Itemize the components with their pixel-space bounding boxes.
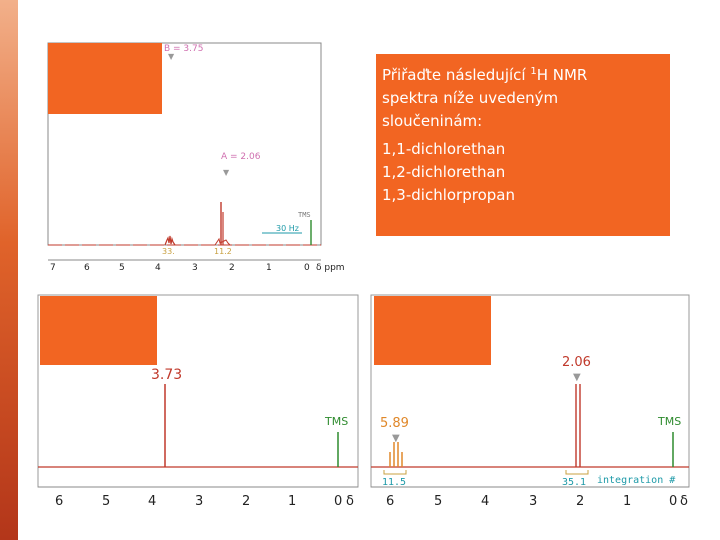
tms-label-br: TMS (657, 415, 681, 428)
int-b: 11.2 (214, 247, 232, 256)
peak-a-label: A = 2.06 (221, 152, 261, 162)
svg-text:0: 0 (669, 494, 677, 509)
cover-box-top (48, 43, 162, 114)
int-br-b: 11.5 (382, 477, 406, 488)
hz-label: 30 Hz (276, 224, 299, 233)
svg-text:▼: ▼ (223, 168, 230, 177)
svg-text:0: 0 (304, 263, 310, 272)
peak-label-br-a: 2.06 (562, 355, 591, 370)
axis-unit: δ ppm (316, 263, 345, 272)
peak-label-bl: 3.73 (151, 367, 182, 383)
tms-label-bl: TMS (324, 415, 348, 428)
svg-text:▼: ▼ (573, 372, 581, 383)
svg-text:4: 4 (481, 494, 489, 509)
svg-text:6: 6 (55, 494, 63, 509)
svg-text:3: 3 (192, 263, 198, 272)
svg-text:3: 3 (529, 494, 537, 509)
cover-box-bl (40, 296, 157, 365)
spectrum-top: B = 3.75 ▼ A = 2.06 ▼ TMS 30 Hz 33. 11.2… (40, 40, 350, 272)
svg-text:1: 1 (288, 494, 296, 509)
cover-box-br (374, 296, 491, 365)
spectrum-top-svg: B = 3.75 ▼ A = 2.06 ▼ TMS 30 Hz 33. 11.2… (47, 42, 345, 272)
axis-unit-br: δ (680, 494, 688, 509)
svg-text:5: 5 (102, 494, 110, 509)
svg-text:1: 1 (623, 494, 631, 509)
peak-b-label: B = 3.75 (164, 44, 203, 54)
svg-text:4: 4 (148, 494, 156, 509)
svg-text:7: 7 (50, 263, 56, 272)
svg-text:▼: ▼ (392, 433, 400, 444)
axis-unit-bl: δ (346, 494, 354, 509)
svg-text:1: 1 (266, 263, 272, 272)
int-br-a: 35.1 (562, 477, 586, 488)
question-text: Přiřaďte následující 1H NMR spektra níže… (382, 66, 588, 130)
svg-text:4: 4 (155, 263, 161, 272)
svg-text:2: 2 (229, 263, 235, 272)
peak-label-br-b: 5.89 (380, 416, 409, 431)
svg-text:2: 2 (576, 494, 584, 509)
compound-3: 1,3-dichlorpropan (382, 186, 515, 204)
svg-text:▼: ▼ (168, 52, 175, 61)
spectrum-br-svg: 2.06 ▼ 5.89 ▼ TMS 11.5 35.1 integration … (370, 294, 690, 509)
svg-text:3: 3 (195, 494, 203, 509)
int-a: 33. (162, 247, 175, 256)
svg-text:6: 6 (386, 494, 394, 509)
tms-label: TMS (298, 211, 311, 219)
spectrum-bottom-left: 3.73 TMS 6 5 4 3 2 1 0 δ (33, 292, 363, 510)
integration-label: integration # (597, 475, 675, 486)
compound-1: 1,1-dichlorethan (382, 140, 506, 158)
spectrum-bottom-right: 2.06 ▼ 5.89 ▼ TMS 11.5 35.1 integration … (366, 292, 692, 510)
compound-2: 1,2-dichlorethan (382, 163, 506, 181)
spectrum-bl-svg: 3.73 TMS 6 5 4 3 2 1 0 δ (37, 294, 359, 509)
svg-text:5: 5 (434, 494, 442, 509)
svg-text:5: 5 (119, 263, 125, 272)
svg-text:0: 0 (334, 494, 342, 509)
svg-text:2: 2 (242, 494, 250, 509)
question-box: Přiřaďte následující 1H NMR spektra níže… (376, 54, 670, 236)
slide-accent-bar (0, 0, 18, 540)
svg-text:6: 6 (84, 263, 90, 272)
